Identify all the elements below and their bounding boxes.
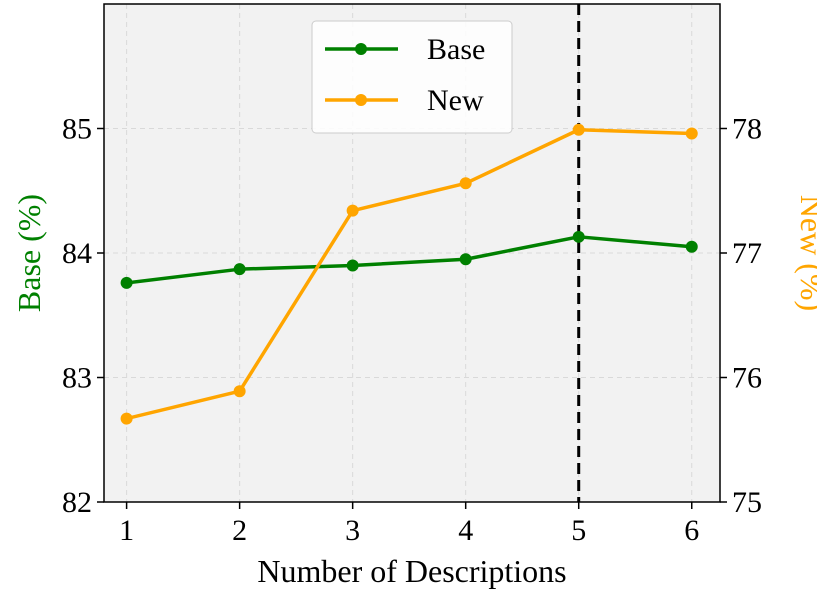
data-point-base (346, 259, 359, 272)
series-group (120, 123, 698, 425)
y-left-axis-title: Base (%) (11, 194, 47, 312)
data-point-base (120, 276, 133, 289)
data-point-base (685, 240, 698, 253)
x-tick-label: 1 (119, 514, 134, 547)
x-axis-ticks: 1 2 3 4 5 6 (119, 502, 699, 547)
data-point-new (685, 127, 698, 140)
legend-label-new: New (427, 84, 484, 117)
data-point-new (233, 385, 246, 398)
x-axis-title: Number of Descriptions (257, 553, 566, 589)
x-tick-label: 6 (684, 514, 699, 547)
y-right-axis-title: New (%) (794, 195, 817, 311)
data-point-base (572, 230, 585, 243)
data-point-new (572, 123, 585, 136)
legend-marker-base (355, 43, 367, 55)
legend-marker-new (355, 94, 367, 106)
data-point-new (346, 204, 359, 217)
y-right-tick-label: 77 (732, 237, 762, 270)
y-right-tick-label: 78 (732, 113, 762, 146)
data-point-base (459, 253, 472, 266)
data-point-base (233, 263, 246, 276)
y-right-tick-label: 76 (732, 362, 762, 395)
data-point-new (120, 412, 133, 425)
y-left-tick-label: 84 (62, 237, 92, 270)
y-right-axis-ticks: 75 76 77 78 (720, 113, 762, 519)
y-left-axis-ticks: 82 83 84 85 (62, 113, 104, 519)
y-left-tick-label: 83 (62, 362, 92, 395)
y-right-tick-label: 75 (732, 486, 762, 519)
series-line-new (126, 127, 692, 421)
y-left-tick-label: 85 (62, 113, 92, 146)
legend: Base New (311, 20, 513, 134)
data-point-new (459, 177, 472, 190)
legend-label-base: Base (427, 33, 485, 66)
y-left-tick-label: 82 (62, 486, 92, 519)
x-tick-label: 2 (232, 514, 247, 547)
series-line-base (126, 235, 692, 285)
x-tick-label: 4 (458, 514, 473, 547)
x-tick-label: 3 (345, 514, 360, 547)
x-tick-label: 5 (571, 514, 586, 547)
